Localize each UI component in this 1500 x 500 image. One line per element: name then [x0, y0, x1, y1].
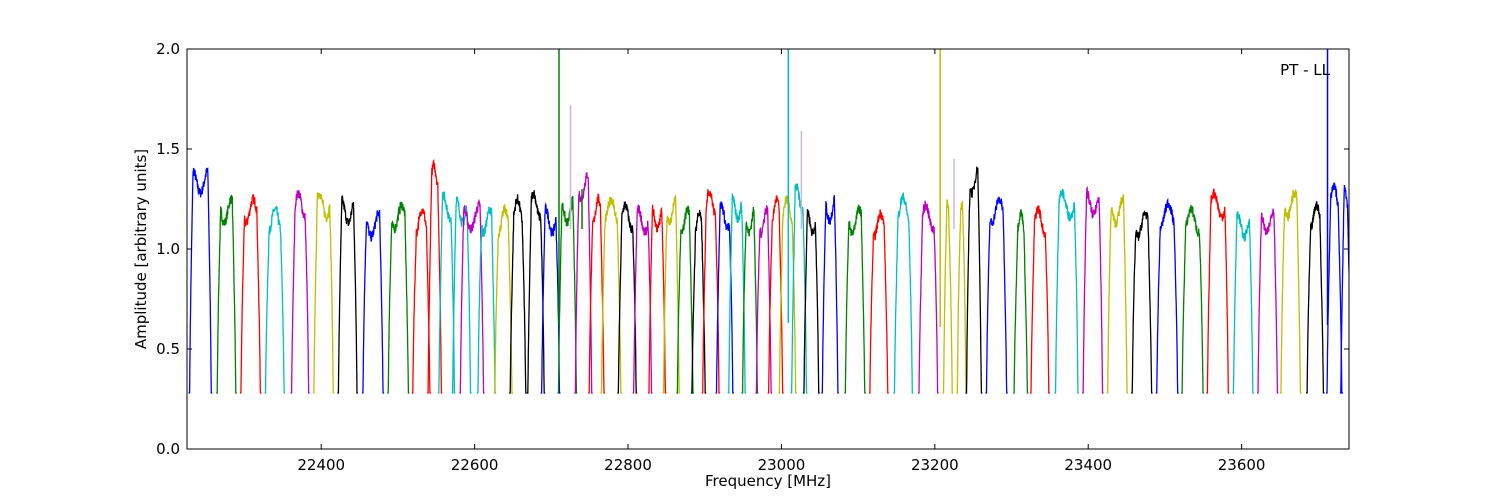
spectrum-band [701, 189, 721, 394]
spectrum-band [526, 190, 546, 394]
spectrum-band [755, 205, 773, 394]
spectrum-band [965, 166, 983, 394]
spectrum-band [188, 167, 213, 394]
y-tick-label: 1.5 [156, 140, 180, 158]
spectrum-band [1013, 209, 1029, 394]
spectrum-band [427, 158, 443, 394]
spectrum-band [290, 189, 310, 394]
spectrum-band [727, 193, 747, 394]
spectrum-band [437, 191, 456, 394]
spectrum-band [844, 204, 866, 394]
spectrum-band [956, 200, 967, 394]
spectrum-band [676, 205, 694, 394]
spectrum-band [239, 193, 262, 394]
spectrum-band [312, 192, 335, 394]
y-tick-label: 1.0 [156, 240, 180, 258]
x-axis-label: Frequency [MHz] [705, 472, 831, 490]
spectrum-band [540, 202, 561, 394]
x-tick-label: 23400 [1064, 456, 1112, 474]
spectrum-band [411, 208, 431, 394]
spectrum-band [387, 201, 410, 394]
x-tick-label: 23600 [1218, 456, 1266, 474]
spectrum-band [216, 194, 237, 394]
spectrum-band [574, 171, 593, 394]
spectrum-band [600, 196, 622, 394]
spectrum-band [632, 204, 653, 394]
spectrum-band [1206, 188, 1230, 394]
x-tick-label: 23200 [911, 456, 959, 474]
spectrum-band [648, 204, 667, 394]
y-tick-label: 2.0 [156, 40, 180, 58]
spectrum-band [942, 199, 954, 394]
spectrum-band [893, 192, 914, 394]
spectrum-band [1257, 208, 1279, 394]
chart-annotation: PT - LL [1280, 61, 1331, 79]
series-layer [188, 49, 1349, 394]
spectrum-band [264, 204, 286, 394]
spectrum-band [617, 201, 638, 394]
spectrum-band [1232, 211, 1254, 394]
x-tick-label: 22800 [604, 456, 652, 474]
spectrum-band [662, 195, 681, 394]
spectrum-band [451, 196, 472, 394]
spectrum-band [509, 194, 527, 394]
spectrum-band [588, 192, 605, 394]
x-tick-label: 23000 [758, 456, 806, 474]
x-tick-label: 22400 [297, 456, 345, 474]
spectrum-band [1029, 205, 1050, 394]
spectrum-band [1155, 197, 1179, 394]
y-tick-label: 0.5 [156, 340, 180, 358]
spectrum-band [1181, 204, 1204, 394]
spectrum-band [821, 195, 839, 394]
spectrum-band [1306, 201, 1325, 394]
spectrum-band [337, 195, 358, 394]
spectrum-band [493, 204, 513, 394]
x-tick-label: 22600 [451, 456, 499, 474]
spectrum-band [557, 195, 578, 394]
spectrum-band [1106, 193, 1129, 394]
spectrum-band [476, 206, 497, 394]
spectrum-band [802, 209, 820, 394]
spectrum-band [1326, 182, 1343, 394]
y-tick-label: 0.0 [156, 440, 180, 458]
spectrum-band [1131, 210, 1153, 394]
spectrum-band [1339, 185, 1349, 394]
spectrum-band [1054, 188, 1079, 394]
spectrum-band [868, 209, 889, 394]
spectrum-band [459, 198, 485, 394]
spectrum-band [361, 209, 385, 394]
spectrum-band [790, 183, 808, 394]
spectrum-band [741, 207, 759, 394]
spectrum-band [985, 196, 1008, 394]
spectrum-band [1082, 185, 1104, 394]
spectrum-band [1280, 189, 1302, 394]
spectrum-band [917, 200, 939, 394]
tick-layer: 22400 22600 22800 23000 23200 23400 23600 0.0 0.… [156, 40, 1349, 474]
y-axis-label: Amplitude [arbitrary units] [132, 149, 150, 349]
